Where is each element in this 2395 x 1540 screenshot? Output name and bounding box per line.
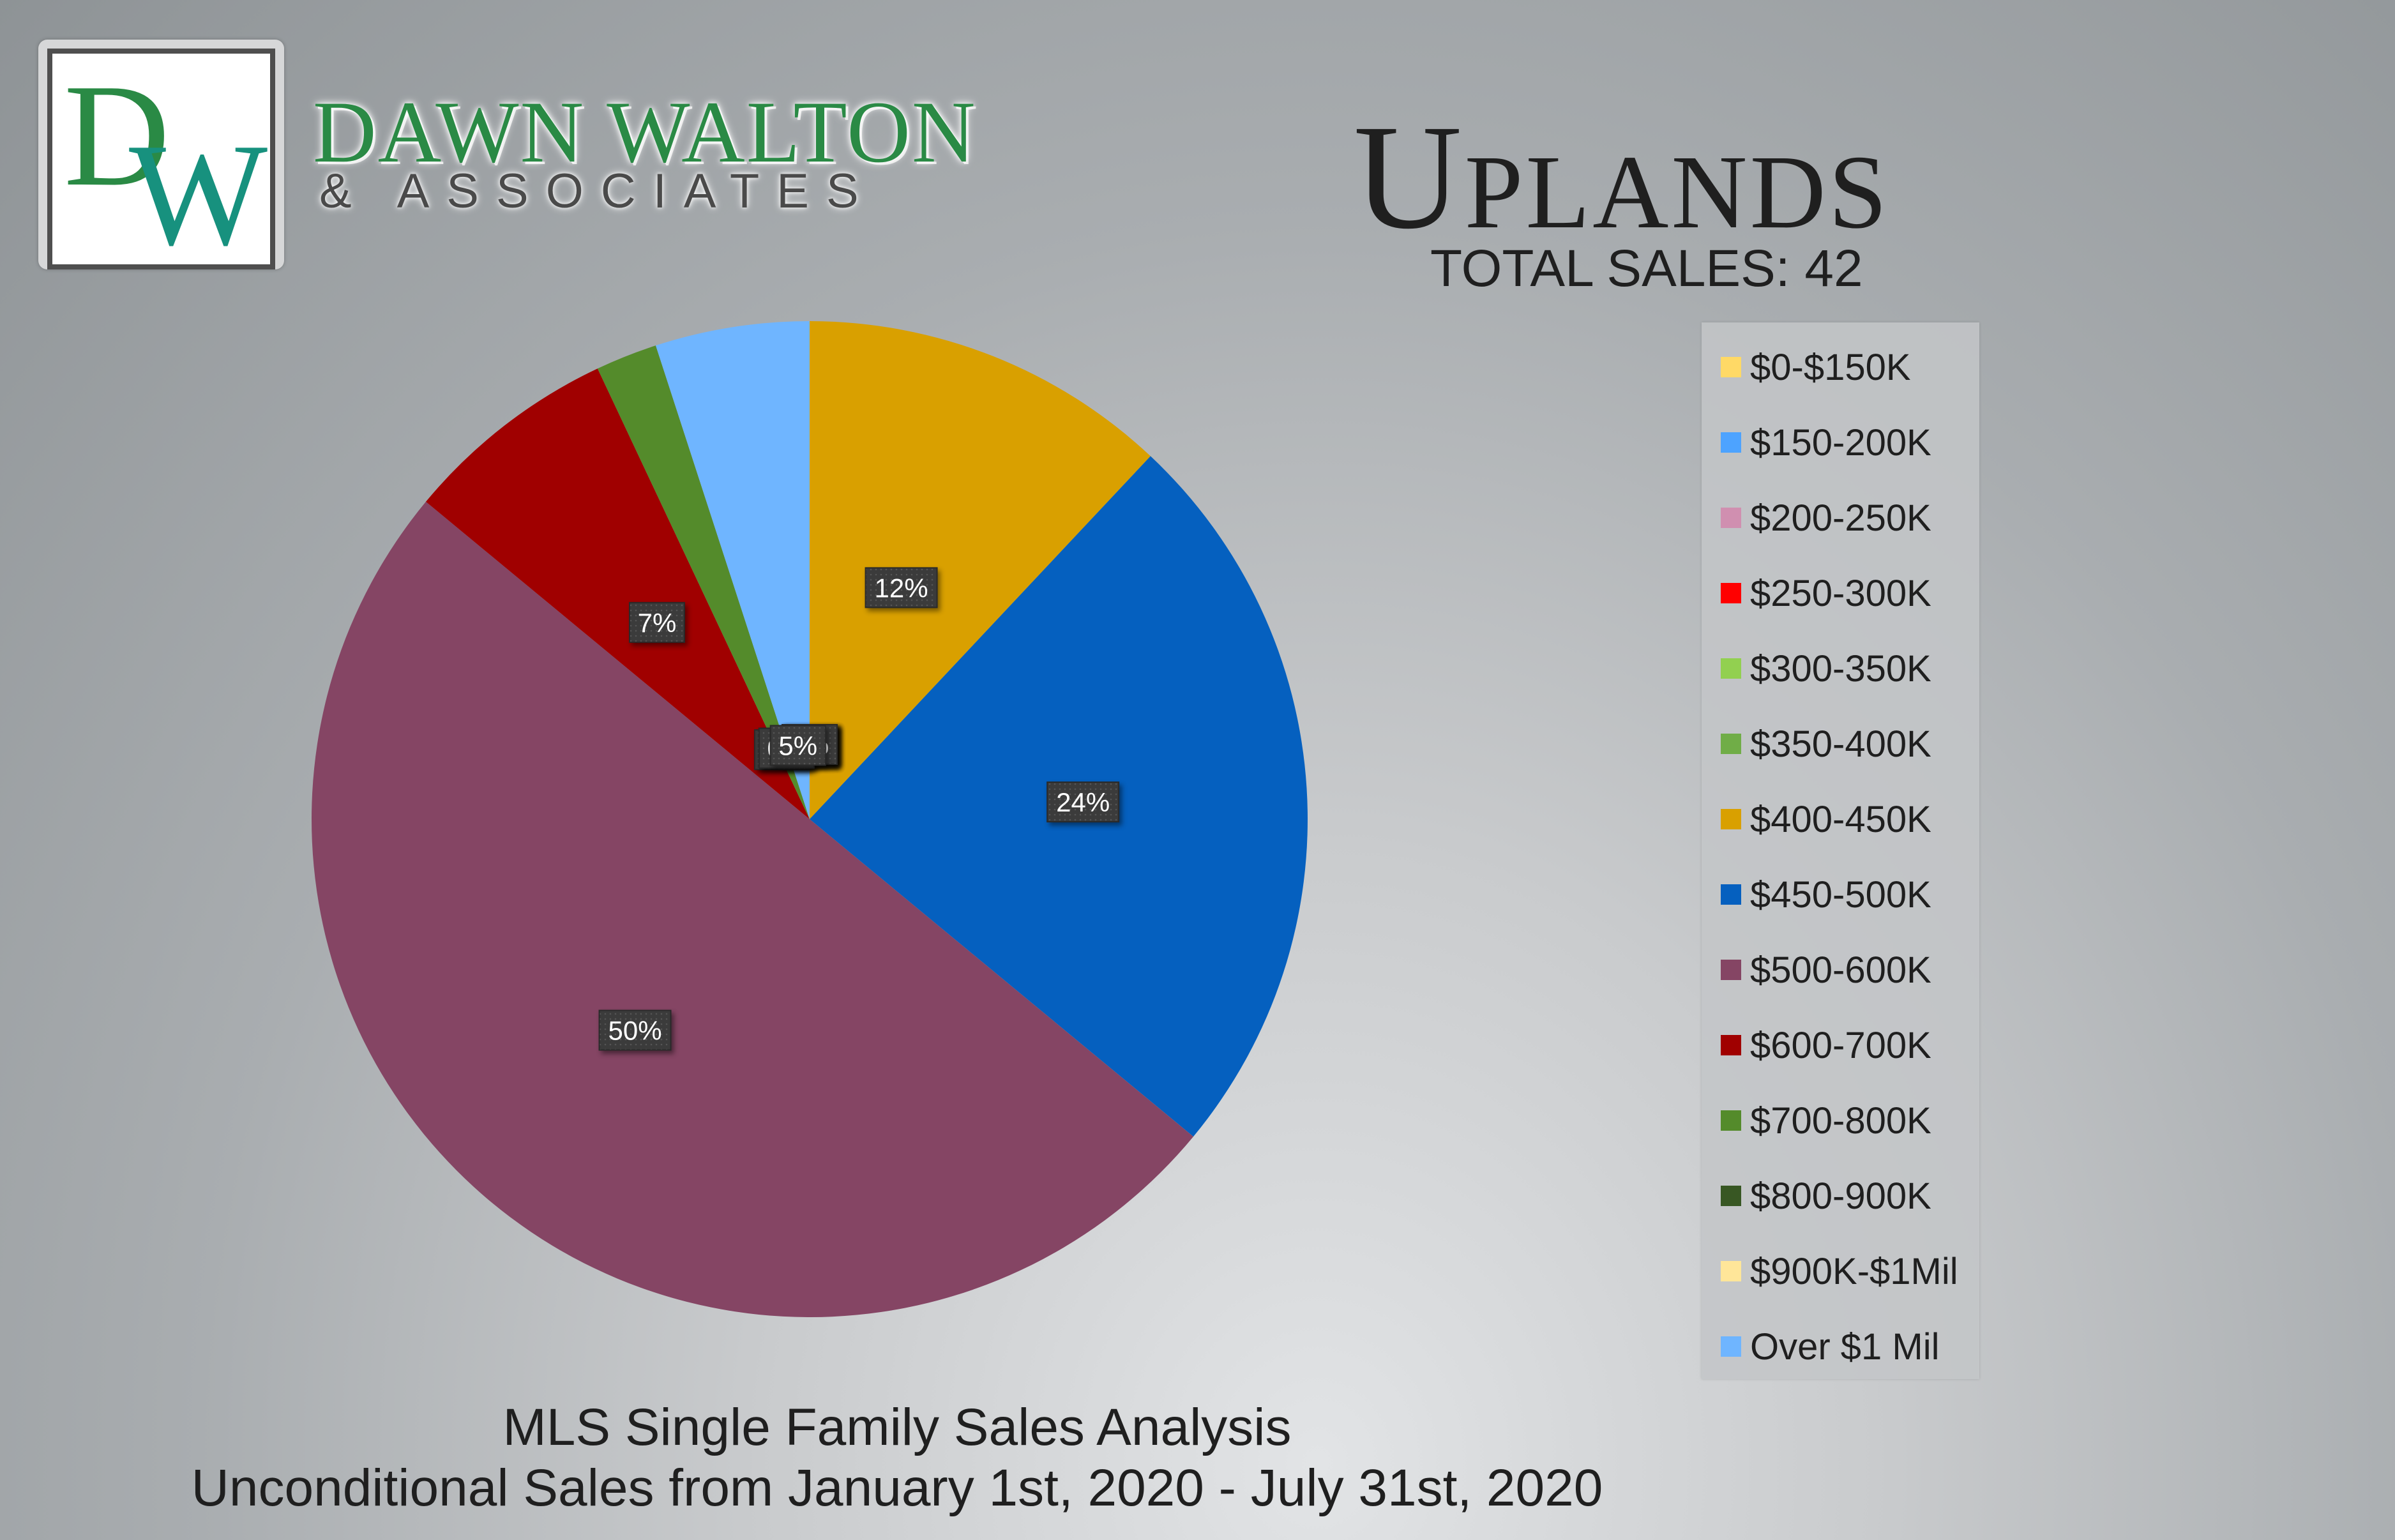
monogram-letter-w: W <box>129 113 268 264</box>
legend-label: $500-600K <box>1750 949 1931 991</box>
pie-slice-400-450k <box>810 321 1151 819</box>
pie-slice-over-1-mil <box>655 321 810 819</box>
legend-swatch <box>1721 809 1741 829</box>
data-label-500-600k: 50% <box>598 1009 672 1051</box>
pie-slice-700-800k <box>597 345 810 819</box>
svg-text:12%: 12% <box>875 573 928 603</box>
monogram-letter-d: D <box>64 54 170 216</box>
data-label-400-450k: 12% <box>865 567 938 608</box>
legend-item-150-200k: $150-200K <box>1721 417 1931 468</box>
footer-date-range: Unconditional Sales from January 1st, 20… <box>191 1459 1603 1517</box>
legend-label: Over $1 Mil <box>1750 1325 1940 1368</box>
legend-label: $600-700K <box>1750 1024 1931 1066</box>
legend-label: $350-400K <box>1750 723 1931 765</box>
legend-label: $450-500K <box>1750 873 1931 916</box>
legend-item-450-500k: $450-500K <box>1721 869 1931 920</box>
chart-legend: $0-$150K $150-200K $200-250K $250-300K $300-… <box>1702 322 1979 1379</box>
logo-frame: D W <box>38 40 284 276</box>
footer-title: MLS Single Family Sales Analysis <box>502 1398 1292 1456</box>
svg-text:7%: 7% <box>638 608 677 638</box>
total-sales: TOTAL SALES: 42 <box>1430 239 1863 298</box>
legend-label: $300-350K <box>1750 647 1931 690</box>
legend-swatch <box>1721 734 1741 754</box>
legend-item-700-800k: $700-800K <box>1721 1095 1931 1146</box>
legend-swatch <box>1721 658 1741 679</box>
legend-item-250-300k: $250-300K <box>1721 568 1931 619</box>
legend-item-500-600k: $500-600K <box>1721 944 1931 995</box>
legend-label: $400-450K <box>1750 798 1931 840</box>
legend-swatch <box>1721 357 1741 377</box>
pie-slice-500-600k <box>311 501 1194 1317</box>
legend-item-600-700k: $600-700K <box>1721 1020 1931 1071</box>
data-label-450-500k: 24% <box>1046 781 1120 823</box>
page-title: Uplands <box>1354 94 1890 260</box>
legend-swatch <box>1721 884 1741 905</box>
legend-swatch <box>1721 1261 1741 1281</box>
logo-monogram: D W <box>47 49 275 276</box>
legend-swatch <box>1721 432 1741 453</box>
monogram-svg: D W <box>64 54 268 276</box>
legend-item-over-1-mil: Over $1 Mil <box>1721 1321 1940 1372</box>
svg-text:24%: 24% <box>1056 787 1110 817</box>
legend-item-900k-1mil: $900K-$1Mil <box>1721 1246 1958 1297</box>
legend-swatch <box>1721 1035 1741 1055</box>
legend-item-400-450k: $400-450K <box>1721 794 1931 845</box>
legend-label: $0-$150K <box>1750 346 1911 388</box>
brand-name: DAWN WALTON <box>313 83 977 181</box>
legend-swatch <box>1721 583 1741 603</box>
legend-swatch <box>1721 960 1741 980</box>
legend-label: $150-200K <box>1750 421 1931 464</box>
legend-label: $800-900K <box>1750 1175 1931 1217</box>
legend-label: $700-800K <box>1750 1099 1931 1142</box>
brand-subtitle: & ASSOCIATES <box>319 164 876 218</box>
data-label-600-700k: 7% <box>628 601 685 643</box>
svg-text:5%: 5% <box>778 730 817 760</box>
legend-item-200-250k: $200-250K <box>1721 492 1931 543</box>
legend-swatch <box>1721 1186 1741 1206</box>
svg-text:50%: 50% <box>608 1016 662 1046</box>
legend-item-300-350k: $300-350K <box>1721 643 1931 694</box>
legend-swatch <box>1721 1110 1741 1131</box>
legend-label: $250-300K <box>1750 572 1931 614</box>
legend-item-800-900k: $800-900K <box>1721 1170 1931 1221</box>
legend-item-350-400k: $350-400K <box>1721 718 1931 769</box>
data-label-over-1-mil: 5% <box>769 725 826 766</box>
legend-item-0-150k: $0-$150K <box>1721 342 1911 393</box>
legend-label: $200-250K <box>1750 497 1931 539</box>
legend-swatch <box>1721 508 1741 528</box>
legend-label: $900K-$1Mil <box>1750 1250 1958 1292</box>
pie-slice-600-700k <box>425 368 810 819</box>
legend-swatch <box>1721 1336 1741 1357</box>
